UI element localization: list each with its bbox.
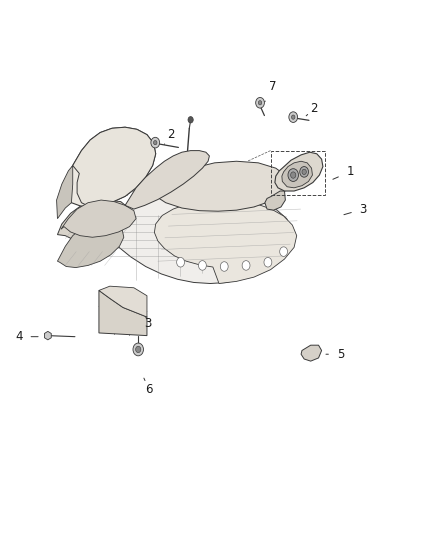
Polygon shape — [265, 191, 286, 210]
Circle shape — [256, 98, 265, 108]
Polygon shape — [275, 152, 323, 191]
Text: 3: 3 — [145, 317, 152, 330]
Polygon shape — [61, 200, 136, 237]
Polygon shape — [282, 161, 312, 188]
Text: 2: 2 — [306, 102, 318, 116]
Circle shape — [280, 247, 288, 256]
Text: 6: 6 — [144, 378, 153, 397]
Circle shape — [288, 168, 298, 181]
Circle shape — [177, 257, 184, 267]
Polygon shape — [125, 151, 209, 209]
Polygon shape — [44, 332, 51, 340]
Circle shape — [198, 261, 206, 270]
Circle shape — [291, 115, 295, 119]
Polygon shape — [57, 165, 73, 219]
Circle shape — [153, 141, 157, 145]
Circle shape — [289, 112, 297, 123]
Circle shape — [151, 138, 159, 148]
Text: 2: 2 — [164, 128, 175, 144]
Circle shape — [133, 343, 144, 356]
Polygon shape — [99, 286, 147, 317]
Text: 1: 1 — [333, 165, 354, 179]
Polygon shape — [99, 290, 147, 336]
Circle shape — [300, 166, 308, 177]
Polygon shape — [154, 199, 297, 284]
Text: 3: 3 — [344, 203, 367, 215]
Circle shape — [302, 169, 306, 174]
Circle shape — [242, 261, 250, 270]
Polygon shape — [57, 127, 155, 207]
Polygon shape — [57, 200, 130, 241]
Polygon shape — [153, 161, 289, 211]
Circle shape — [264, 257, 272, 267]
Circle shape — [188, 117, 193, 123]
Bar — [271, 151, 325, 195]
Circle shape — [290, 172, 296, 178]
Polygon shape — [73, 127, 155, 207]
Circle shape — [136, 346, 141, 353]
Polygon shape — [57, 222, 124, 268]
Polygon shape — [97, 188, 291, 284]
Circle shape — [258, 101, 262, 105]
Text: 5: 5 — [326, 348, 344, 361]
Polygon shape — [301, 345, 321, 361]
Text: 7: 7 — [265, 80, 276, 102]
Text: 4: 4 — [15, 330, 38, 343]
Circle shape — [220, 262, 228, 271]
